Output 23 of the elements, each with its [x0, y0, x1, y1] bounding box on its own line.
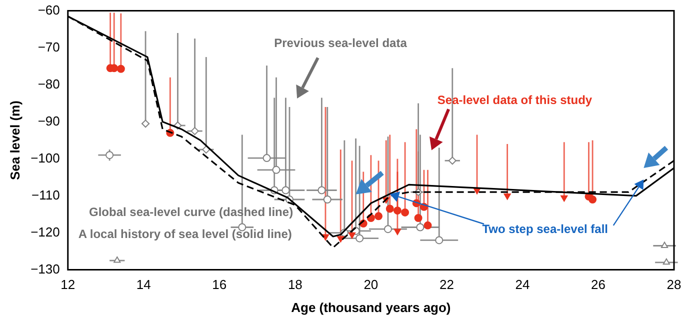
x-tick-label: 24	[515, 277, 530, 292]
annotation: Sea-level data of this study	[437, 92, 592, 107]
x-tick-label: 18	[288, 277, 302, 292]
x-tick-label: 20	[364, 277, 378, 292]
annotation: Two step sea-level fall	[482, 222, 608, 236]
y-tick-label: −70	[38, 39, 60, 54]
x-tick-label: 12	[60, 277, 76, 292]
x-tick-label: 14	[136, 277, 151, 292]
x-tick-label: 28	[666, 277, 682, 292]
y-tick-label: −80	[38, 76, 60, 92]
y-tick-label: −60	[38, 2, 60, 18]
annotation: A local history of sea level (solid line)	[78, 226, 292, 241]
y-tick-label: −110	[32, 187, 60, 202]
y-axis-title: Sea level (m)	[7, 100, 22, 180]
y-tick-label: −120	[30, 224, 60, 240]
y-tick-label: −130	[30, 261, 60, 276]
x-tick-label: 16	[212, 277, 227, 292]
x-tick-label: 22	[439, 277, 454, 292]
x-tick-label: 26	[591, 277, 606, 292]
y-tick-label: −100	[30, 150, 60, 166]
x-axis-title: Age (thousand years ago)	[291, 300, 451, 315]
annotation: Previous sea-level data	[274, 36, 407, 50]
y-tick-label: −90	[38, 113, 60, 128]
